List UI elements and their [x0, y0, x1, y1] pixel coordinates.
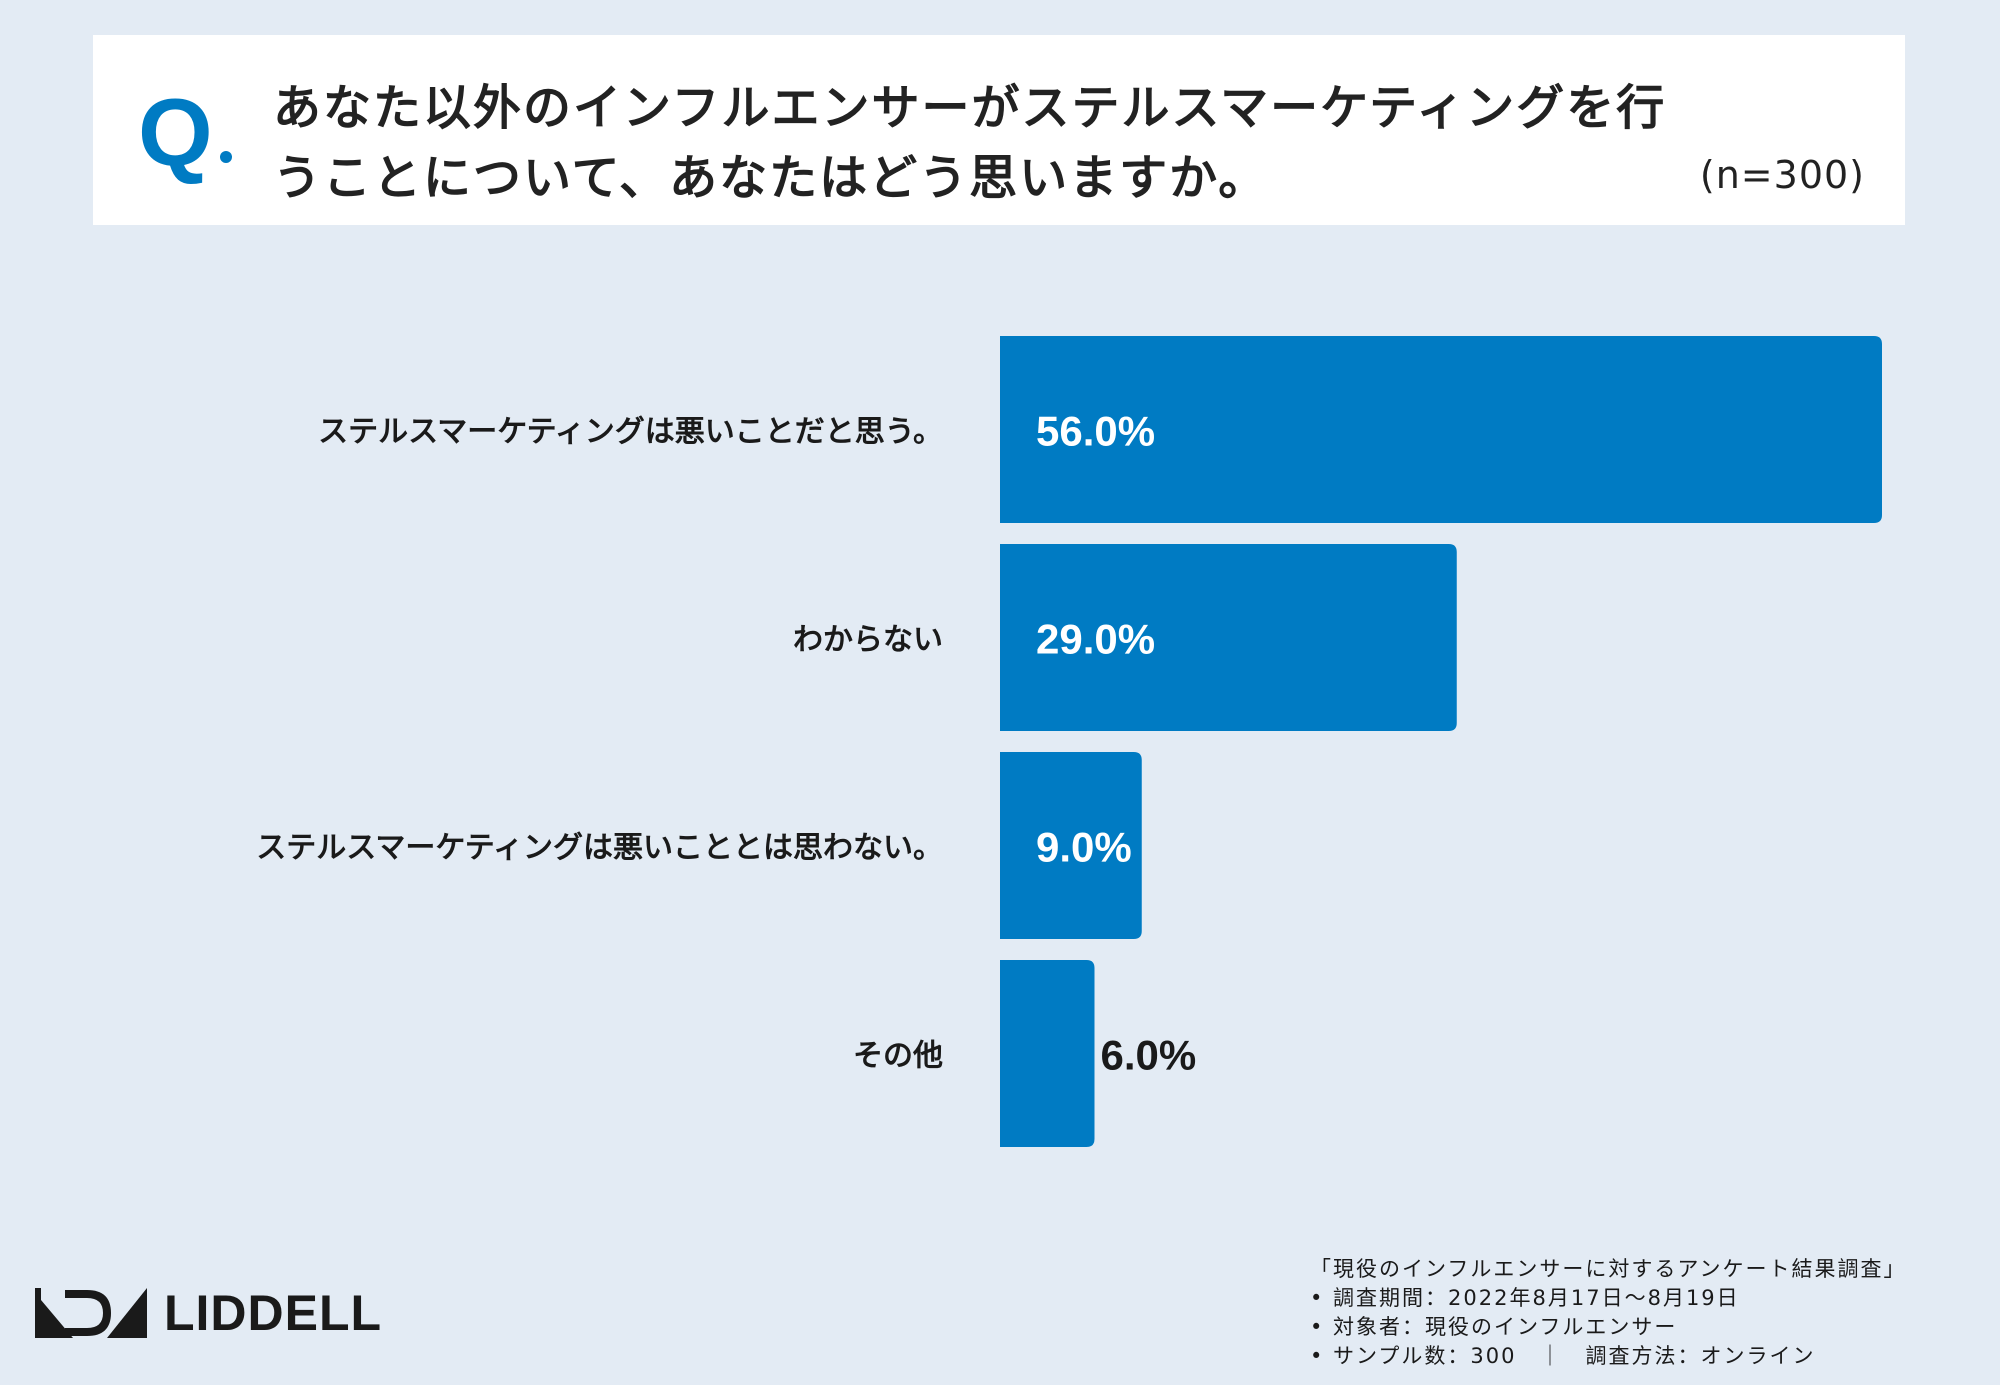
- bar-4: [1000, 960, 1095, 1147]
- value-label-1: 56.0%: [1036, 408, 1155, 455]
- survey-info: 「現役のインフルエンサーに対するアンケート結果調査」 • 調査期間：2022年8…: [1310, 1255, 1990, 1371]
- q-mark: Q: [138, 79, 213, 186]
- value-label-3: 9.0%: [1036, 824, 1132, 871]
- q-dot: [220, 151, 232, 163]
- sample-size: (n=300): [1699, 153, 1865, 197]
- brand-name: LIDDELL: [164, 1285, 383, 1341]
- category-label-1: ステルスマーケティングは悪いことだと思う。: [318, 415, 943, 450]
- value-label-4: 6.0%: [1101, 1032, 1197, 1079]
- bar-1: [1000, 336, 1882, 523]
- survey-period: • 調査期間：2022年8月17日〜8月19日: [1310, 1286, 1740, 1310]
- survey-sample-method: • サンプル数：300 ｜ 調査方法：オンライン: [1310, 1344, 1816, 1368]
- liddell-logo-icon: [35, 1288, 147, 1338]
- bar-3: [1000, 752, 1142, 939]
- bar-2: [1000, 544, 1457, 731]
- survey-title: 「現役のインフルエンサーに対するアンケート結果調査」: [1310, 1257, 1907, 1281]
- category-label-4: その他: [853, 1039, 943, 1074]
- question-text: あなた以外のインフルエンサーがステルスマーケティングを行うことについて、あなたは…: [273, 80, 1667, 206]
- value-label-2: 29.0%: [1036, 616, 1155, 663]
- survey-target: • 対象者：現役のインフルエンサー: [1310, 1315, 1678, 1339]
- question-box: Q あなた以外のインフルエンサーがステルスマーケティングを行うことについて、あな…: [93, 35, 1905, 225]
- category-label-3: ステルスマーケティングは悪いこととは思わない。: [256, 831, 943, 866]
- category-label-2: わからない: [793, 623, 943, 658]
- brand-logo: LIDDELL: [35, 1285, 382, 1341]
